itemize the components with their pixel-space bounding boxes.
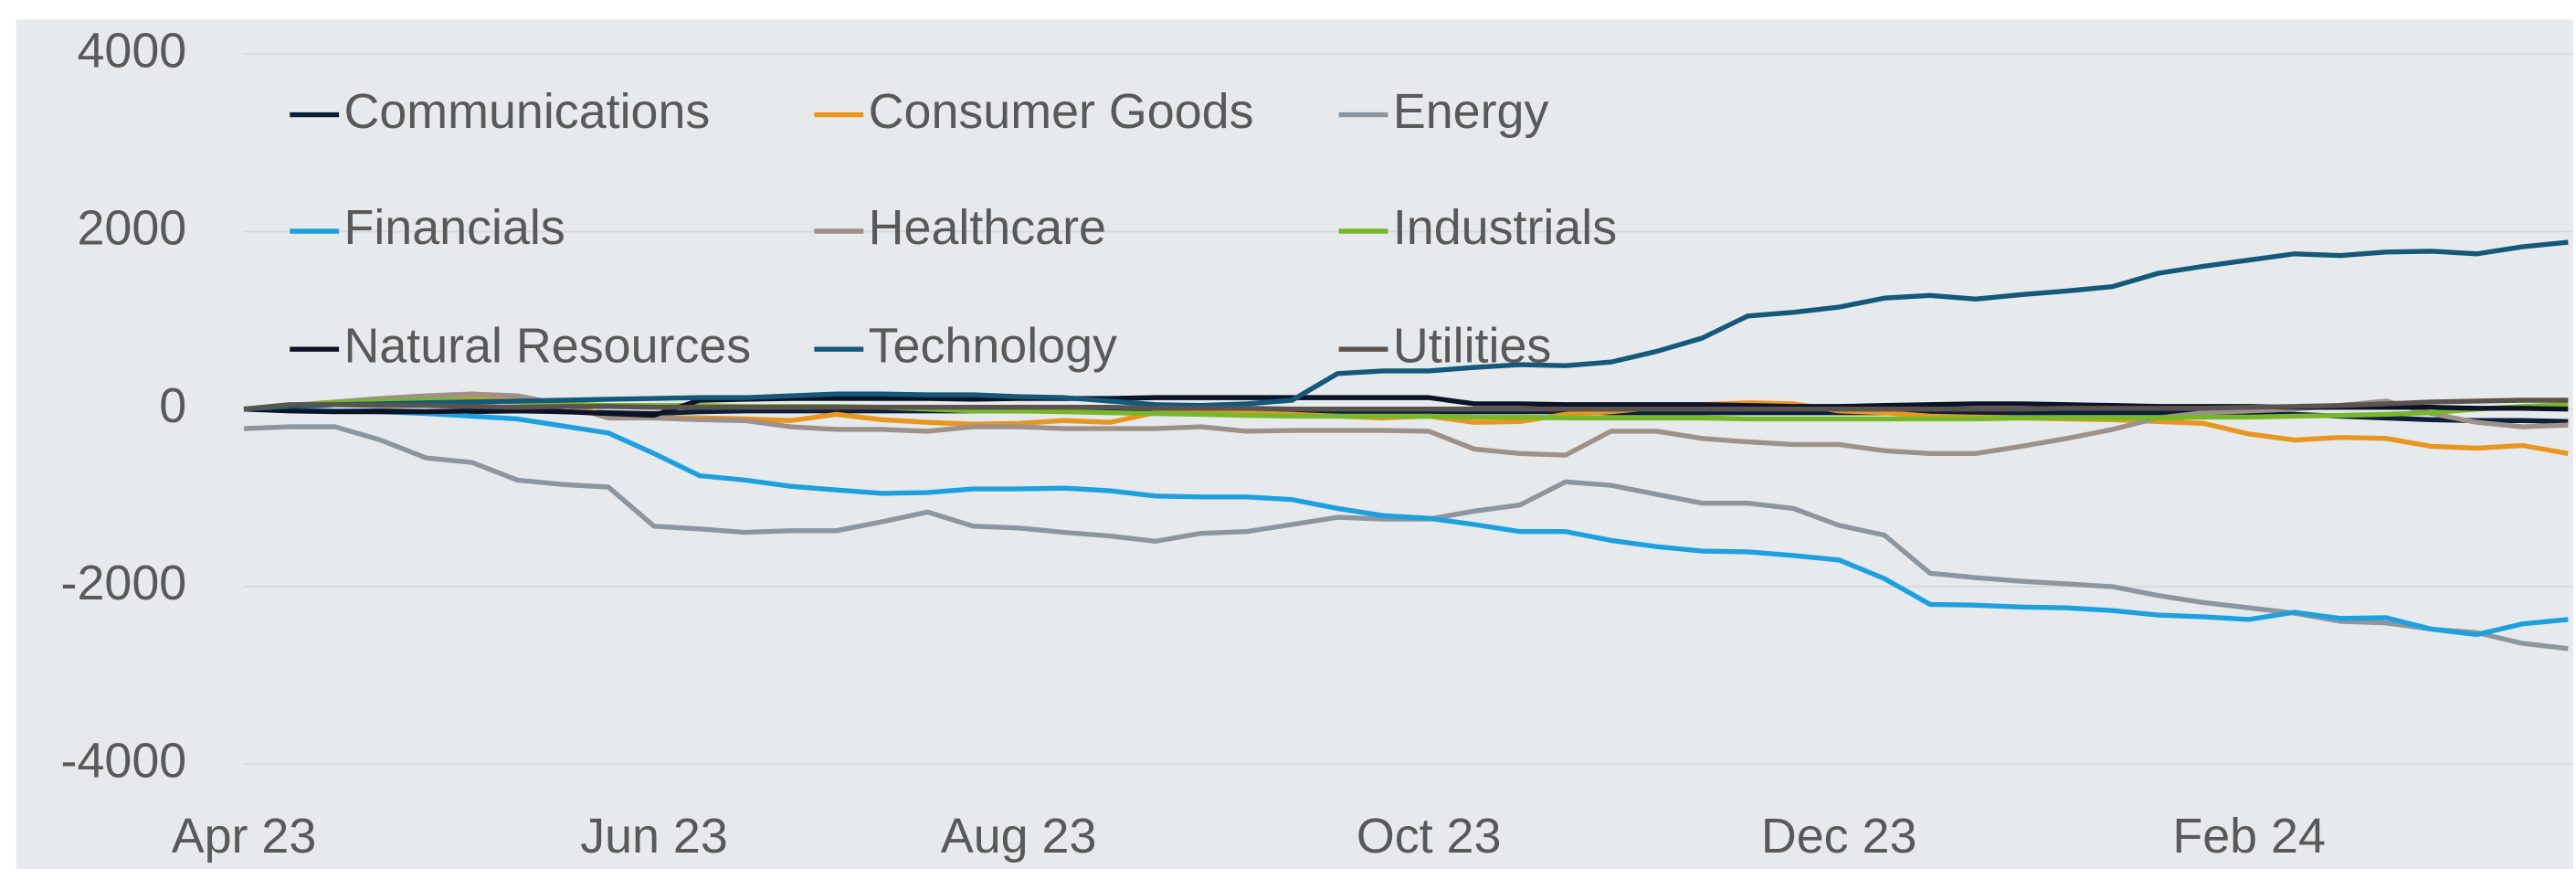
y-tick-label: 2000 [77, 201, 186, 256]
legend-label: Communications [343, 84, 710, 139]
legend-label: Utilities [1393, 318, 1551, 373]
x-tick-label: Apr 23 [172, 809, 317, 864]
y-tick-label: -4000 [61, 733, 187, 788]
legend-label: Industrials [1393, 200, 1617, 255]
line-series [243, 406, 2569, 638]
legend-label: Consumer Goods [869, 84, 1254, 139]
plot-background [16, 19, 2573, 869]
legend-label: Technology [869, 318, 1117, 373]
x-tick-label: Oct 23 [1357, 809, 1502, 864]
x-tick-label: Aug 23 [941, 809, 1097, 864]
y-tick-label: -2000 [61, 556, 187, 610]
x-tick-label: Dec 23 [1761, 809, 1917, 864]
legend-label: Healthcare [869, 200, 1106, 255]
y-tick-label: 4000 [77, 23, 186, 78]
x-tick-label: Feb 24 [2172, 809, 2326, 864]
line-series [243, 239, 2569, 412]
legend-label: Financials [343, 200, 565, 255]
legend-label: Energy [1393, 84, 1549, 139]
line-series [243, 397, 2569, 412]
legend-label: Natural Resources [343, 318, 751, 373]
x-tick-label: Jun 23 [580, 809, 728, 864]
y-tick-label: 0 [159, 378, 186, 433]
